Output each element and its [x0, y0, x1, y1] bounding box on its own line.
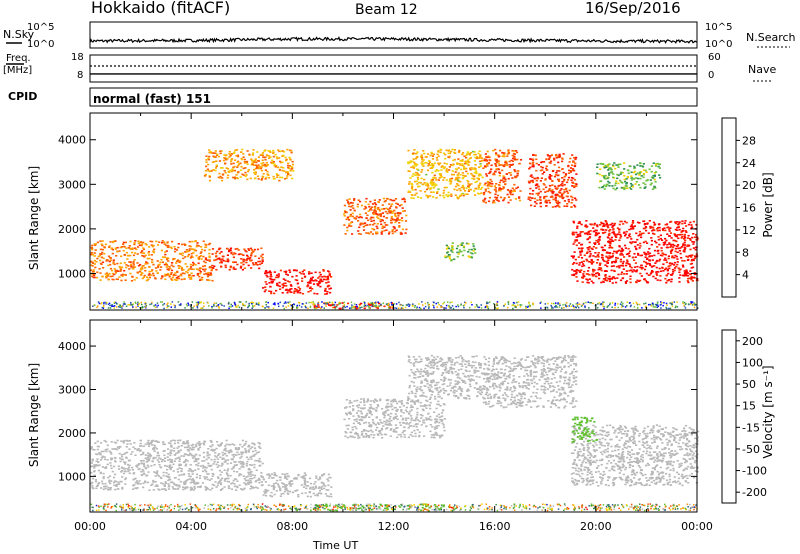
x-tick-label: 16:00	[479, 520, 511, 533]
velocity-colorbar-tick-label: 200	[742, 335, 763, 348]
freq-panel-frame	[89, 54, 698, 83]
station-title: Hokkaido (fitACF)	[91, 0, 231, 17]
power-colorbar-title: Power [dB]	[761, 172, 775, 238]
x-tick-label: 20:00	[580, 520, 612, 533]
velocity-y-axis-title: Slant Range [km]	[27, 362, 41, 468]
date-label: 16/Sep/2016	[585, 0, 681, 17]
velocity-colorbar-tick-label: -100	[742, 465, 767, 478]
power-y-tick-label: 2000	[58, 223, 86, 236]
power-scatter	[90, 148, 699, 310]
x-tick-label: 04:00	[175, 520, 207, 533]
velocity-scatter	[90, 354, 700, 512]
cpid-mode: normal (fast) 151	[93, 92, 211, 106]
power-colorbar-tick-label: 8	[742, 246, 749, 259]
velocity-colorbar-frame	[721, 329, 737, 504]
noise-panel-frame	[89, 21, 698, 49]
power-y-tick-label: 1000	[58, 267, 86, 280]
noise-tick-top-right: 10^5	[705, 22, 733, 33]
noise-tick-bottom-right: 10^0	[705, 39, 733, 50]
power-colorbar-tick-label: 16	[742, 202, 756, 215]
x-tick-label: 00:00	[681, 520, 713, 533]
x-tick-label: 12:00	[378, 520, 410, 533]
cpid-panel-frame	[89, 87, 698, 107]
power-y-axis-title: Slant Range [km]	[27, 165, 41, 271]
velocity-y-tick-label: 3000	[58, 384, 86, 397]
velocity-colorbar-tick-label: 15	[742, 400, 756, 413]
nave-label: Nave	[748, 63, 777, 76]
power-y-tick-label: 3000	[58, 178, 86, 191]
velocity-colorbar-tick-label: 50	[742, 378, 756, 391]
noise-tick-bottom-left: 10^0	[27, 39, 55, 50]
x-tick-label: 00:00	[74, 520, 106, 533]
velocity-colorbar-title: Velocity [m s⁻¹]	[761, 365, 775, 459]
velocity-colorbar-tick-label: -15	[742, 421, 760, 434]
freq-tick-top: 18	[71, 52, 84, 63]
nave-tick-top: 60	[708, 52, 721, 63]
power-colorbar-tick-label: 12	[742, 224, 756, 237]
noise-tick-top-left: 10^5	[27, 22, 55, 33]
power-colorbar-tick-label: 28	[742, 134, 756, 147]
freq-tick-bottom: 8	[77, 70, 84, 81]
nave-tick-bottom: 0	[708, 70, 715, 81]
noise-search-label: N.Search	[746, 31, 796, 44]
beam-label: Beam 12	[355, 2, 418, 18]
noise-sky-series	[89, 36, 698, 45]
velocity-y-tick-label: 4000	[58, 340, 86, 353]
velocity-y-tick-label: 2000	[58, 427, 86, 440]
power-colorbar-frame	[721, 117, 737, 298]
velocity-colorbar-tick-label: 100	[742, 356, 763, 369]
freq-unit-label: [MHz]	[3, 65, 33, 76]
x-tick-label: 08:00	[276, 520, 308, 533]
x-axis-title: Time UT	[313, 539, 359, 552]
velocity-panel-frame	[89, 319, 698, 513]
cpid-label: CPID	[8, 90, 38, 103]
noise-sky-label: N.Sky	[3, 28, 35, 41]
power-colorbar-tick-label: 24	[742, 157, 756, 170]
velocity-y-tick-label: 1000	[58, 470, 86, 483]
velocity-colorbar-tick-label: -50	[742, 443, 760, 456]
power-colorbar-tick-label: 4	[742, 269, 749, 282]
freq-label: Freq.	[6, 53, 31, 64]
velocity-colorbar-tick-label: -200	[742, 486, 767, 499]
power-colorbar-tick-label: 20	[742, 179, 756, 192]
power-y-tick-label: 4000	[58, 134, 86, 147]
